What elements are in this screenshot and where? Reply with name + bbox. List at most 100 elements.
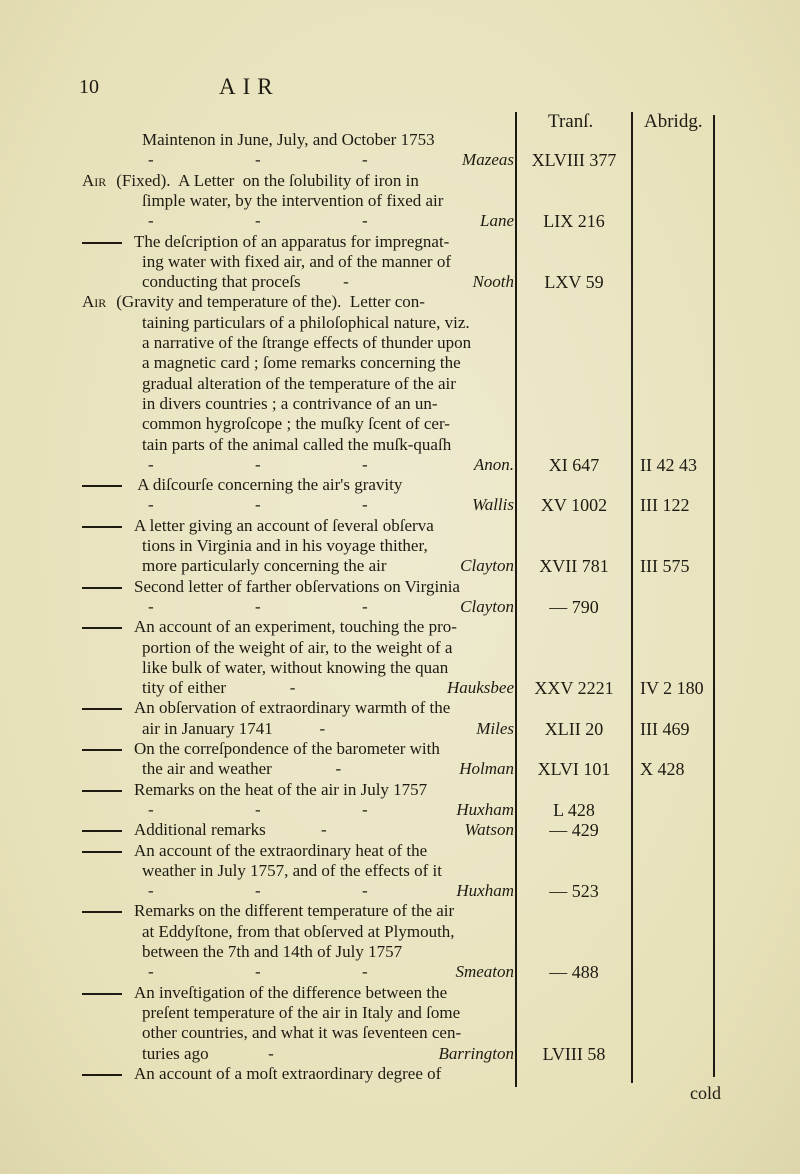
column-header-abridgment: Abridg.	[644, 111, 703, 132]
transactions-reference: XLVI 101	[537, 759, 611, 780]
catchword: cold	[690, 1083, 721, 1103]
index-line: weather in July 1757, and of the effects…	[0, 861, 800, 881]
abridgment-reference: III 575	[640, 556, 690, 577]
ditto-dash	[82, 789, 122, 792]
entry-text: Second letter of farther obſervations on…	[134, 576, 460, 596]
index-line: An account of an experiment, touching th…	[0, 617, 800, 637]
author-name: Lane	[480, 211, 514, 231]
transactions-reference: — 523	[549, 881, 599, 902]
transactions-reference: XLII 20	[544, 718, 604, 739]
index-line: An obſervation of extraordinary warmth o…	[0, 698, 800, 718]
index-line: Maintenon in June, July, and October 175…	[0, 130, 800, 150]
column-rule-left	[515, 112, 517, 1087]
leader-dot: -	[148, 211, 154, 231]
entry-text: other countries, and what it was ſevente…	[142, 1023, 462, 1043]
entry-text: gradual alteration of the temperature of…	[142, 373, 456, 393]
abridgment-reference: IV 2 180	[640, 678, 704, 699]
entry-text: common hygroſcope ; the muſky ſcent of c…	[142, 414, 450, 434]
leader-dot: -	[255, 454, 261, 474]
ditto-dash	[82, 241, 122, 244]
entry-text: (Gravity and temperature of the). Letter…	[112, 292, 425, 312]
ditto-dash	[82, 830, 122, 833]
leader-dot: -	[255, 495, 261, 515]
index-line: Air (Fixed). A Letter on the ſolubility …	[0, 171, 800, 191]
heading-word: Air	[82, 170, 107, 190]
entry-text: at Eddyſtone, from that obſerved at Plym…	[142, 921, 455, 941]
index-line: Remarks on the heat of the air in July 1…	[0, 780, 800, 800]
ditto-dash	[82, 1073, 122, 1076]
entry-text: like bulk of water, without knowing the …	[142, 657, 449, 677]
leader-dot: -	[255, 596, 261, 616]
entry-text: An inveſtigation of the difference betwe…	[134, 982, 448, 1002]
entry-text: a magnetic card ; ſome remarks concernin…	[142, 353, 461, 373]
transactions-reference: LXV 59	[544, 272, 604, 293]
index-line: tions in Virginia and in his voyage thit…	[0, 536, 800, 556]
ditto-dash	[82, 708, 122, 711]
entry-text: more particularly concerning the air	[142, 556, 387, 576]
leader-dot: -	[362, 211, 368, 231]
ditto-dash	[82, 627, 122, 630]
author-name: Barrington	[438, 1043, 514, 1063]
running-head: AIR	[219, 74, 280, 99]
index-line: the air and weather - Holman XLVI 101 X 428	[0, 759, 800, 779]
entry-text: The deſcription of an apparatus for impr…	[134, 231, 450, 251]
index-line: - - - Anon. XI 647 II 42 43	[0, 455, 800, 475]
abridgment-reference: II 42 43	[640, 454, 697, 475]
transactions-reference: XVII 781	[539, 556, 609, 577]
ditto-dash	[82, 749, 122, 751]
index-line: An account of a moſt extraordinary degre…	[0, 1064, 800, 1084]
author-name: Hauksbee	[446, 678, 514, 698]
author-name: Holman	[459, 759, 514, 779]
author-name: Nooth	[472, 272, 514, 292]
transactions-reference: L 428	[553, 799, 595, 820]
entry-text: Maintenon in June, July, and October 175…	[142, 130, 435, 149]
index-line: tain parts of the animal called the muſk…	[0, 435, 800, 455]
entry-text: (Fixed). A Letter on the ſolubility of i…	[112, 170, 419, 190]
transactions-reference: LIX 216	[543, 211, 605, 232]
leader-dot: -	[148, 150, 154, 170]
leader-dot: -	[148, 596, 154, 616]
leader-dot: -	[148, 962, 154, 982]
heading-word: Air	[82, 292, 107, 312]
index-line: in divers countries ; a contrivance of a…	[0, 394, 800, 414]
entry-text: On the correſpondence of the barometer w…	[134, 739, 440, 758]
leader-dot: -	[255, 150, 261, 170]
leader-dot: -	[148, 799, 154, 819]
index-line: An inveſtigation of the difference betwe…	[0, 983, 800, 1003]
index-line: A diſcourſe concerning the air's gravity	[0, 475, 800, 495]
index-line: - - - Huxham L 428	[0, 800, 800, 820]
index-line: tity of either - Hauksbee XXV 2221 IV 2 180	[0, 678, 800, 698]
index-line: at Eddyſtone, from that obſerved at Plym…	[0, 922, 800, 942]
abridgment-reference: X 428	[640, 759, 685, 780]
author-name: Smeaton	[455, 962, 514, 982]
index-line: - - - Clayton — 790	[0, 597, 800, 617]
index-line: An account of the extraordinary heat of …	[0, 841, 800, 861]
ditto-dash	[82, 911, 122, 914]
author-name: Wallis	[472, 495, 514, 515]
index-line: turies ago - Barrington LVIII 58	[0, 1044, 800, 1064]
index-line: A letter giving an account of ſeveral ob…	[0, 516, 800, 536]
index-line: like bulk of water, without knowing the …	[0, 658, 800, 678]
index-line: a narrative of the ſtrange effects of th…	[0, 333, 800, 353]
ditto-dash	[82, 586, 122, 589]
index-line: taining particulars of a philoſophical n…	[0, 313, 800, 333]
entry-text: An account of a moſt extraordinary degre…	[134, 1063, 442, 1083]
index-line: conducting that proceſs - Nooth LXV 59	[0, 272, 800, 292]
ditto-dash	[82, 525, 122, 528]
entry-text: tions in Virginia and in his voyage thit…	[142, 536, 428, 555]
entry-text: the air and weather -	[142, 759, 342, 779]
ditto-dash	[82, 850, 122, 853]
index-line: - - - Lane LIX 216	[0, 211, 800, 231]
leader-dot: -	[255, 211, 261, 231]
index-line: preſent temperature of the air in Italy …	[0, 1003, 800, 1023]
ditto-dash	[82, 992, 122, 995]
entry-text: a narrative of the ſtrange effects of th…	[142, 333, 472, 352]
leader-dot: -	[148, 881, 154, 901]
leader-dot: -	[362, 799, 368, 819]
transactions-reference: LVIII 58	[542, 1043, 606, 1064]
leader-dot: -	[362, 454, 368, 474]
leader-dot: -	[362, 881, 368, 901]
column-rule-middle	[631, 112, 633, 1083]
leader-dot: -	[255, 799, 261, 819]
